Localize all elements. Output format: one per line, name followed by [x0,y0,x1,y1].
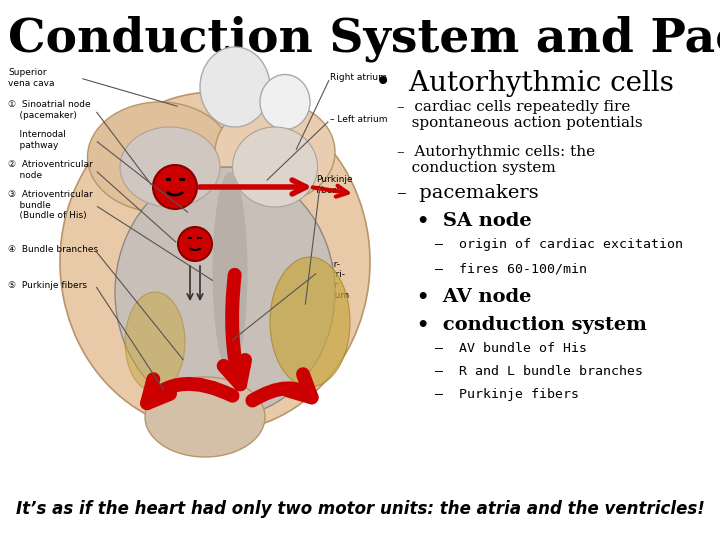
Text: ③  Atrioventricular
    bundle
    (Bundle of His): ③ Atrioventricular bundle (Bundle of His… [8,190,93,220]
Ellipse shape [115,167,335,417]
Ellipse shape [60,92,370,432]
Text: ⑤  Purkinje fibers: ⑤ Purkinje fibers [8,280,87,289]
Ellipse shape [233,127,318,207]
Text: ①  Sinoatrial node
    (pacemaker): ① Sinoatrial node (pacemaker) [8,100,91,120]
Ellipse shape [260,75,310,130]
Circle shape [153,165,197,209]
Ellipse shape [212,172,248,372]
Text: –  Purkinje fibers: – Purkinje fibers [435,388,579,401]
Text: •  Autorhythmic cells: • Autorhythmic cells [375,70,674,97]
Ellipse shape [200,47,270,127]
Text: Purkinje
fibers: Purkinje fibers [316,176,353,195]
Text: –  fires 60-100/min: – fires 60-100/min [435,262,587,275]
Text: It’s as if the heart had only two motor units: the atria and the ventricles!: It’s as if the heart had only two motor … [16,500,704,518]
Ellipse shape [215,102,335,202]
Text: –  Autorhythmic cells: the
   conduction system: – Autorhythmic cells: the conduction sys… [397,145,595,175]
Circle shape [178,227,212,261]
Text: –  AV bundle of His: – AV bundle of His [435,342,587,355]
Text: •  conduction system: • conduction system [417,316,647,334]
Text: ②  Atrioventricular
    node: ② Atrioventricular node [8,160,93,180]
Ellipse shape [88,102,233,212]
Text: •  AV node: • AV node [417,288,531,306]
Text: –  pacemakers: – pacemakers [397,184,539,202]
Text: Conduction System and Pacemakers: Conduction System and Pacemakers [8,15,720,62]
Text: –  cardiac cells repeatedly fire
   spontaneous action potentials: – cardiac cells repeatedly fire spontane… [397,100,643,130]
Ellipse shape [270,257,350,387]
Text: ④  Bundle branches: ④ Bundle branches [8,246,98,254]
Text: •  SA node: • SA node [417,212,531,230]
Text: Inter-
ventri-
cular
septum: Inter- ventri- cular septum [316,260,350,300]
Text: Right atrium: Right atrium [330,73,387,83]
Text: Superior
vena cava: Superior vena cava [8,68,55,87]
Ellipse shape [125,292,185,392]
Text: Internodal
    pathway: Internodal pathway [8,130,66,150]
Ellipse shape [145,377,265,457]
Text: –  R and L bundle branches: – R and L bundle branches [435,365,643,378]
Text: – Left atrium: – Left atrium [330,116,387,125]
Ellipse shape [120,127,220,207]
Text: –  origin of cardiac excitation: – origin of cardiac excitation [435,238,683,251]
